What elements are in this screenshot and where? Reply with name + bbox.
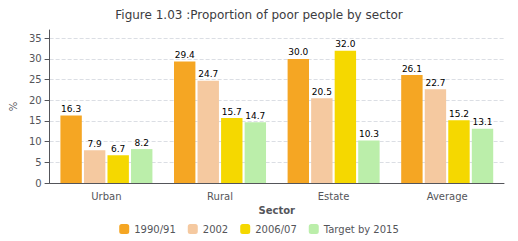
- svg-text:35: 35: [29, 33, 42, 44]
- svg-text:15.2: 15.2: [449, 109, 469, 119]
- svg-text:14.7: 14.7: [245, 111, 265, 121]
- svg-text:26.1: 26.1: [402, 64, 422, 74]
- svg-text:Average: Average: [427, 191, 468, 202]
- svg-text:2006/07: 2006/07: [255, 224, 297, 235]
- svg-text:13.1: 13.1: [472, 117, 492, 127]
- svg-text:30.0: 30.0: [288, 47, 308, 57]
- svg-text:25: 25: [29, 74, 42, 85]
- svg-text:15: 15: [29, 115, 42, 126]
- svg-text:7.9: 7.9: [87, 139, 102, 149]
- svg-text:Figure 1.03 :Proportion of poo: Figure 1.03 :Proportion of poor people b…: [115, 8, 402, 22]
- svg-text:2002: 2002: [203, 224, 228, 235]
- svg-text:16.3: 16.3: [61, 104, 81, 114]
- svg-text:1990/91: 1990/91: [134, 224, 176, 235]
- svg-text:15.7: 15.7: [222, 107, 242, 117]
- svg-text:32.0: 32.0: [335, 39, 355, 49]
- svg-text:24.7: 24.7: [198, 69, 218, 79]
- svg-text:Target by 2015: Target by 2015: [323, 224, 399, 235]
- svg-text:Rural: Rural: [207, 191, 233, 202]
- svg-text:22.7: 22.7: [425, 78, 445, 88]
- svg-text:Estate: Estate: [318, 191, 350, 202]
- svg-text:Urban: Urban: [91, 191, 121, 202]
- svg-text:10.3: 10.3: [359, 129, 379, 139]
- svg-text:%: %: [8, 102, 19, 112]
- svg-text:6.7: 6.7: [111, 144, 125, 154]
- svg-text:20.5: 20.5: [312, 87, 332, 97]
- svg-text:5: 5: [35, 157, 41, 168]
- svg-text:10: 10: [29, 136, 42, 147]
- svg-text:20: 20: [29, 95, 42, 106]
- svg-text:8.2: 8.2: [135, 138, 149, 148]
- svg-text:0: 0: [35, 178, 41, 189]
- svg-text:30: 30: [29, 53, 42, 64]
- svg-text:Sector: Sector: [259, 205, 296, 216]
- svg-text:29.4: 29.4: [175, 50, 195, 60]
